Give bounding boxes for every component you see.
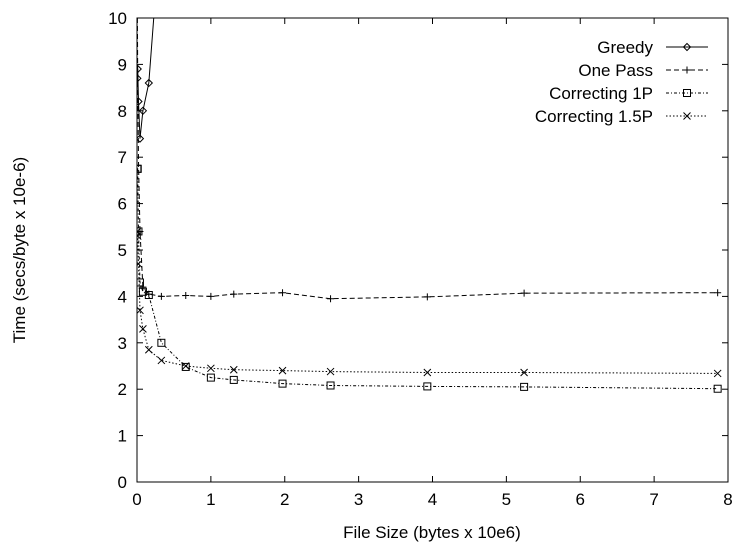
- data-point: [144, 345, 153, 354]
- x-tick-label: 2: [280, 490, 289, 509]
- data-point: [714, 289, 722, 297]
- data-point: [206, 373, 215, 382]
- data-point: [137, 306, 144, 315]
- series-correcting-1p: [137, 164, 722, 393]
- y-tick-label: 1: [118, 427, 127, 446]
- data-point: [520, 289, 528, 297]
- y-tick-label: 9: [118, 55, 127, 74]
- data-point: [137, 260, 143, 268]
- data-point: [327, 295, 335, 303]
- data-point: [157, 338, 166, 347]
- data-point: [326, 381, 335, 390]
- series-line: [137, 18, 155, 139]
- data-point: [137, 232, 142, 240]
- x-tick-label: 0: [132, 490, 141, 509]
- y-tick-label: 7: [118, 148, 127, 167]
- legend-item-correcting-1p: Correcting 1P: [549, 84, 708, 103]
- data-point: [713, 384, 722, 393]
- axis-ticks: 0 1 2 3 4 5 6 7 8 0 1 2 3 4 5 6 7 8 9 10: [108, 9, 733, 509]
- x-tick-label: 7: [649, 490, 658, 509]
- x-axis-label: File Size (bytes x 10e6): [343, 523, 521, 542]
- y-tick-label: 0: [118, 473, 127, 492]
- series-layer: [137, 18, 722, 393]
- data-point: [144, 291, 153, 300]
- data-point: [182, 291, 190, 299]
- data-point: [137, 74, 142, 83]
- series-line: [137, 231, 718, 374]
- data-point: [229, 365, 238, 374]
- x-tick-label: 5: [502, 490, 511, 509]
- data-point: [326, 367, 335, 376]
- data-point: [137, 97, 143, 106]
- data-point: [278, 366, 287, 375]
- data-point: [157, 356, 166, 365]
- data-point: [229, 375, 238, 384]
- legend-label: One Pass: [578, 61, 653, 80]
- y-tick-label: 8: [118, 102, 127, 121]
- data-point: [137, 134, 145, 143]
- data-point: [423, 368, 432, 377]
- legend-marker: [683, 89, 691, 97]
- data-point: [137, 64, 142, 74]
- y-tick-label: 3: [118, 334, 127, 353]
- legend-label: Correcting 1P: [549, 84, 653, 103]
- legend-marker: [683, 66, 691, 74]
- series-line: [137, 168, 718, 390]
- data-point: [137, 164, 142, 173]
- data-point: [157, 292, 165, 300]
- y-tick-label: 4: [118, 287, 127, 306]
- data-point: [423, 293, 431, 301]
- legend-item-one-pass: One Pass: [578, 61, 708, 80]
- data-point: [144, 78, 154, 88]
- y-tick-label: 10: [108, 9, 127, 28]
- data-point: [138, 106, 148, 116]
- data-point: [181, 362, 190, 370]
- x-tick-label: 3: [354, 490, 363, 509]
- y-axis-label: Time (secs/byte x 10e-6): [10, 157, 29, 343]
- data-point: [279, 289, 287, 297]
- data-point: [520, 368, 528, 377]
- legend-label: Greedy: [597, 38, 653, 57]
- x-tick-label: 1: [206, 490, 215, 509]
- data-point: [230, 290, 238, 298]
- legend-label: Correcting 1.5P: [535, 107, 653, 126]
- y-tick-label: 6: [118, 195, 127, 214]
- data-point: [139, 283, 147, 291]
- series-one-pass: [137, 18, 722, 303]
- legend-marker: [683, 112, 691, 120]
- data-point: [713, 369, 722, 378]
- data-point: [278, 379, 287, 388]
- legend-item-greedy: Greedy: [597, 38, 708, 57]
- legend: Greedy One Pass Correcting 1P Correcting 1.…: [535, 38, 708, 126]
- data-point: [207, 292, 215, 300]
- x-tick-label: 8: [723, 490, 732, 509]
- y-tick-label: 5: [118, 241, 127, 260]
- data-point: [139, 325, 147, 333]
- data-point: [181, 362, 190, 371]
- legend-marker: [682, 42, 692, 52]
- y-tick-label: 2: [118, 380, 127, 399]
- series-correcting-1-5p: [137, 227, 722, 378]
- x-tick-label: 4: [428, 490, 437, 509]
- data-point: [423, 382, 432, 391]
- legend-item-correcting-1-5p: Correcting 1.5P: [535, 107, 708, 126]
- data-point: [520, 382, 529, 391]
- data-point: [207, 364, 215, 373]
- data-point: [137, 278, 144, 287]
- x-tick-label: 6: [576, 490, 585, 509]
